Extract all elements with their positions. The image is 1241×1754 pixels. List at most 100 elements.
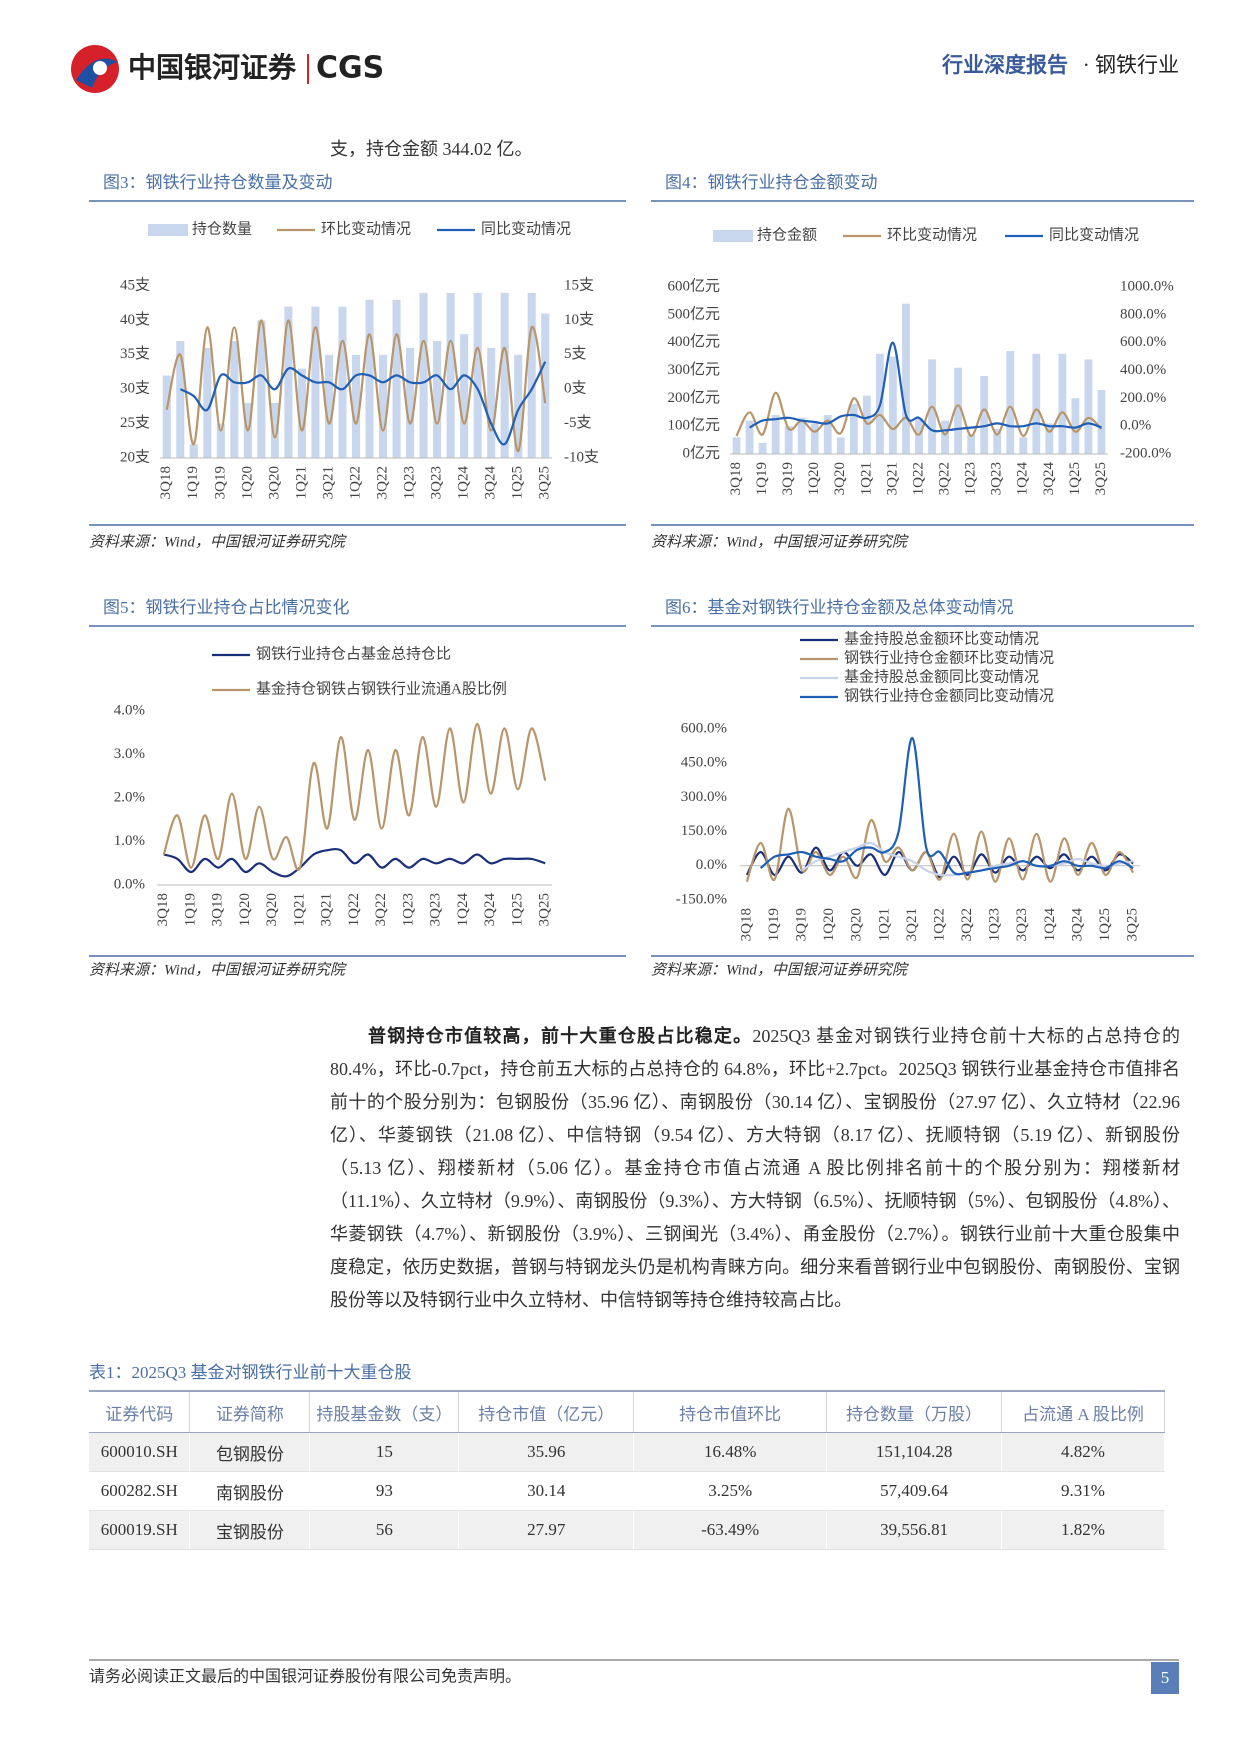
y2-tick-label: 5支 xyxy=(564,345,587,362)
x-tick-label: 3Q23 xyxy=(1014,908,1030,941)
x-tick-label: 1Q23 xyxy=(963,462,979,495)
figure-caption: 图5：钢铁行业持仓占比情况变化 xyxy=(103,598,350,617)
x-tick-label: 3Q18 xyxy=(155,893,171,926)
industry: · 钢铁行业 xyxy=(1083,53,1179,77)
y-tick-label: -150.0% xyxy=(676,891,727,907)
x-tick-label: 1Q25 xyxy=(509,893,525,926)
bar xyxy=(473,292,482,458)
x-tick-label: 3Q22 xyxy=(374,466,390,499)
table-cell: 9.31% xyxy=(1001,1471,1165,1511)
bar xyxy=(527,292,536,458)
x-tick-label: 3Q23 xyxy=(428,893,444,926)
y-tick-label: 35支 xyxy=(120,345,150,362)
x-tick-label: 1Q24 xyxy=(456,466,472,500)
x-tick-label: 3Q20 xyxy=(849,908,865,941)
bar xyxy=(189,444,198,458)
y2-tick-label: 0.0% xyxy=(1120,418,1151,434)
legend-label: 基金持股总金额同比变动情况 xyxy=(844,668,1039,685)
bar xyxy=(915,417,923,454)
line-series xyxy=(735,391,1103,438)
table-cell: 15 xyxy=(309,1432,460,1472)
column-header: 持仓市值（亿元） xyxy=(458,1390,635,1433)
logo-en: CGS xyxy=(316,51,384,86)
bar xyxy=(500,292,509,458)
y-tick-label: 450.0% xyxy=(681,755,727,771)
bar xyxy=(745,420,754,454)
y-tick-label: 1.0% xyxy=(114,833,145,849)
bar xyxy=(257,320,266,458)
table-row: 600019.SH 宝钢股份 56 27.97 -63.49% 39,556.81 1.82… xyxy=(89,1510,1165,1550)
legend-label: 环比变动情况 xyxy=(887,226,977,243)
x-tick-label: 1Q22 xyxy=(910,462,926,495)
line-series xyxy=(162,722,547,871)
y2-tick-label: 600.0% xyxy=(1120,334,1166,350)
bar xyxy=(1058,353,1067,454)
bar xyxy=(849,403,858,454)
y2-tick-label: 15支 xyxy=(564,276,594,293)
legend-label: 同比变动情况 xyxy=(481,220,571,237)
line-series xyxy=(163,847,546,878)
y-tick-label: 3.0% xyxy=(114,746,145,762)
table-cell: 57,409.64 xyxy=(826,1471,1003,1511)
paragraph-lead: 普钢持仓市值较高，前十大重仓股占比稳定。 xyxy=(368,1026,753,1046)
x-tick-label: 3Q19 xyxy=(210,893,226,926)
figure-source: 资料来源：Wind，中国银河证券研究院 xyxy=(651,533,909,550)
table-row: 600282.SH 南钢股份 93 30.14 3.25% 57,409.64 9.31% xyxy=(89,1471,1165,1511)
y2-tick-label: -10支 xyxy=(564,448,599,465)
x-tick-label: 3Q20 xyxy=(264,893,280,926)
bar xyxy=(446,292,455,458)
bar xyxy=(297,368,306,458)
y2-tick-label: 1000.0% xyxy=(1120,278,1174,294)
x-tick-label: 1Q22 xyxy=(347,466,363,499)
table-cell: 600282.SH xyxy=(89,1471,191,1511)
x-tick-label: 3Q21 xyxy=(904,908,920,941)
x-tick-label: 1Q23 xyxy=(987,908,1003,941)
x-tick-label: 3Q18 xyxy=(738,908,754,941)
x-tick-label: 3Q19 xyxy=(780,462,796,495)
table-cell: 93 xyxy=(309,1471,460,1511)
body-paragraph: 普钢持仓市值较高，前十大重仓股占比稳定。2025Q3 基金对钢铁行业持仓前十大标… xyxy=(330,1020,1180,1317)
y-tick-label: 100亿元 xyxy=(667,417,720,434)
bar xyxy=(203,347,212,458)
table-cell: 151,104.28 xyxy=(826,1432,1003,1472)
y-tick-label: 4.0% xyxy=(114,702,145,718)
x-tick-label: 1Q22 xyxy=(931,908,947,941)
x-tick-label: 3Q18 xyxy=(728,462,744,495)
legend-label: 持仓数量 xyxy=(192,220,252,237)
x-tick-label: 3Q22 xyxy=(373,893,389,926)
table-row: 600010.SH 包钢股份 15 35.96 16.48% 151,104.28 4.82… xyxy=(89,1432,1165,1472)
bar xyxy=(378,354,388,458)
figure-source: 资料来源：Wind，中国银河证券研究院 xyxy=(89,961,347,978)
table-cell: 南钢股份 xyxy=(189,1471,311,1511)
legend-swatch xyxy=(148,224,188,236)
bar xyxy=(1019,437,1028,454)
legend-label: 环比变动情况 xyxy=(321,220,411,237)
bar xyxy=(284,306,293,458)
bar xyxy=(324,354,334,458)
table-cell: 宝钢股份 xyxy=(189,1510,311,1550)
bar xyxy=(230,341,239,458)
column-header: 证券代码 xyxy=(89,1390,191,1433)
table-cell: 35.96 xyxy=(458,1432,635,1472)
y-tick-label: 40支 xyxy=(120,311,150,328)
bar xyxy=(993,428,1002,454)
x-tick-label: 1Q24 xyxy=(1042,908,1058,942)
x-tick-label: 3Q24 xyxy=(482,893,498,927)
x-tick-label: 1Q22 xyxy=(346,893,362,926)
table-cell: 30.14 xyxy=(458,1471,635,1511)
bar xyxy=(541,313,550,458)
table-cell: 39,556.81 xyxy=(826,1510,1003,1550)
x-tick-label: 3Q20 xyxy=(266,466,282,499)
x-tick-label: 3Q25 xyxy=(537,466,553,499)
legend-label: 钢铁行业持仓金额环比变动情况 xyxy=(844,649,1054,666)
x-tick-label: 1Q23 xyxy=(402,466,418,499)
table-body: 600010.SH 包钢股份 15 35.96 16.48% 151,104.28 4.82… xyxy=(89,1432,1165,1550)
y-tick-label: 30支 xyxy=(120,380,150,397)
holdings-table: 证券代码 证券简称 持股基金数（支） 持仓市值（亿元） 持仓市值环比 持仓数量（万股） 占流… xyxy=(89,1390,1165,1550)
x-tick-label: 3Q20 xyxy=(832,462,848,495)
x-tick-label: 1Q25 xyxy=(1097,908,1113,941)
y-tick-label: 20支 xyxy=(120,448,150,465)
y-tick-label: 300亿元 xyxy=(667,361,720,378)
logo-text: 中国银河证券 xyxy=(128,51,297,84)
